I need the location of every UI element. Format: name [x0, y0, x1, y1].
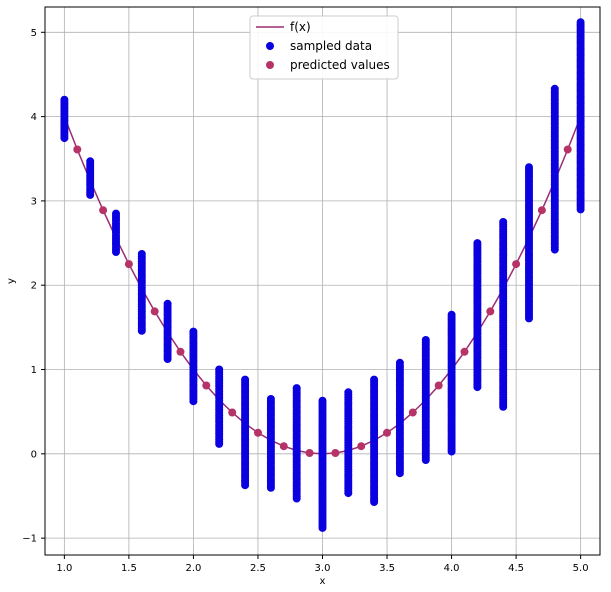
legend-label-fx: f(x): [290, 20, 311, 34]
sampled-point: [576, 205, 585, 214]
y-tick-label: 4: [31, 112, 37, 123]
sampled-point: [318, 523, 327, 532]
sampled-point: [525, 314, 533, 323]
x-tick-label: 2.0: [185, 563, 201, 574]
x-tick-label: 1.5: [121, 563, 137, 574]
y-tick-label: 2: [31, 281, 37, 292]
x-axis-label: x: [320, 576, 326, 587]
sampled-point: [189, 397, 198, 406]
sampled-point: [421, 456, 430, 464]
sampled-point: [370, 498, 379, 506]
grid: [45, 7, 600, 555]
y-tick-label: −1: [22, 534, 37, 545]
x-tick-label: 1.0: [56, 563, 72, 574]
sampled-point: [266, 483, 275, 492]
sampled-point: [215, 439, 224, 448]
predicted-point: [202, 381, 211, 390]
x-tick-label: 4.5: [508, 563, 524, 574]
x-tick-label: 2.5: [250, 563, 266, 574]
sampled-data-layer: [60, 18, 585, 532]
legend-label-sampled: sampled data: [290, 39, 372, 53]
sampled-point: [163, 355, 172, 363]
x-tick-label: 4.0: [444, 563, 460, 574]
predicted-point: [486, 307, 495, 316]
predicted-point: [331, 449, 340, 457]
predicted-values-layer: [73, 145, 572, 457]
sampled-point: [344, 489, 353, 498]
sampled-point: [292, 494, 301, 503]
sampled-point: [60, 134, 69, 143]
sampled-point: [447, 447, 456, 456]
y-axis-label: y: [6, 278, 17, 284]
legend-box: [249, 15, 399, 80]
predicted-point: [563, 145, 572, 154]
y-tick-label: 0: [31, 449, 37, 460]
sampled-point: [112, 248, 120, 256]
sampled-point: [473, 383, 482, 392]
predicted-point: [73, 145, 82, 154]
x-tick-label: 5.0: [573, 563, 589, 574]
y-tick-label: 5: [31, 28, 37, 39]
predicted-point: [176, 347, 185, 356]
predicted-point: [124, 260, 133, 269]
y-axis-ticks: −1 0 1 2 3 4 5: [22, 28, 45, 545]
predicted-point: [537, 206, 546, 215]
sampled-point: [137, 326, 146, 335]
sampled-point: [241, 481, 250, 490]
predicted-point: [408, 408, 417, 417]
legend-label-predicted: predicted values: [290, 58, 390, 72]
predicted-point: [99, 206, 108, 215]
predicted-point: [279, 442, 288, 451]
predicted-point: [254, 428, 262, 437]
sampled-point: [395, 469, 404, 478]
predicted-point: [228, 408, 237, 417]
x-tick-label: 3.0: [315, 563, 331, 574]
predicted-point: [305, 449, 314, 457]
predicted-point: [434, 381, 443, 390]
predicted-point: [150, 307, 159, 316]
legend-sampled-swatch: [266, 42, 274, 50]
y-tick-label: 1: [31, 365, 37, 376]
legend: f(x) sampled data predicted values: [249, 15, 399, 80]
sampled-point: [550, 245, 559, 254]
predicted-point: [460, 347, 469, 356]
legend-predicted-swatch: [266, 61, 274, 69]
sampled-point: [86, 190, 95, 199]
predicted-point: [383, 428, 391, 437]
y-tick-label: 3: [31, 196, 37, 207]
x-tick-label: 3.5: [379, 563, 395, 574]
sampled-point: [499, 402, 508, 411]
predicted-point: [357, 442, 366, 451]
x-axis-ticks: 1.0 1.5 2.0 2.5 3.0 3.5 4.0 4.5 5.0: [56, 555, 589, 574]
predicted-point: [512, 260, 521, 269]
